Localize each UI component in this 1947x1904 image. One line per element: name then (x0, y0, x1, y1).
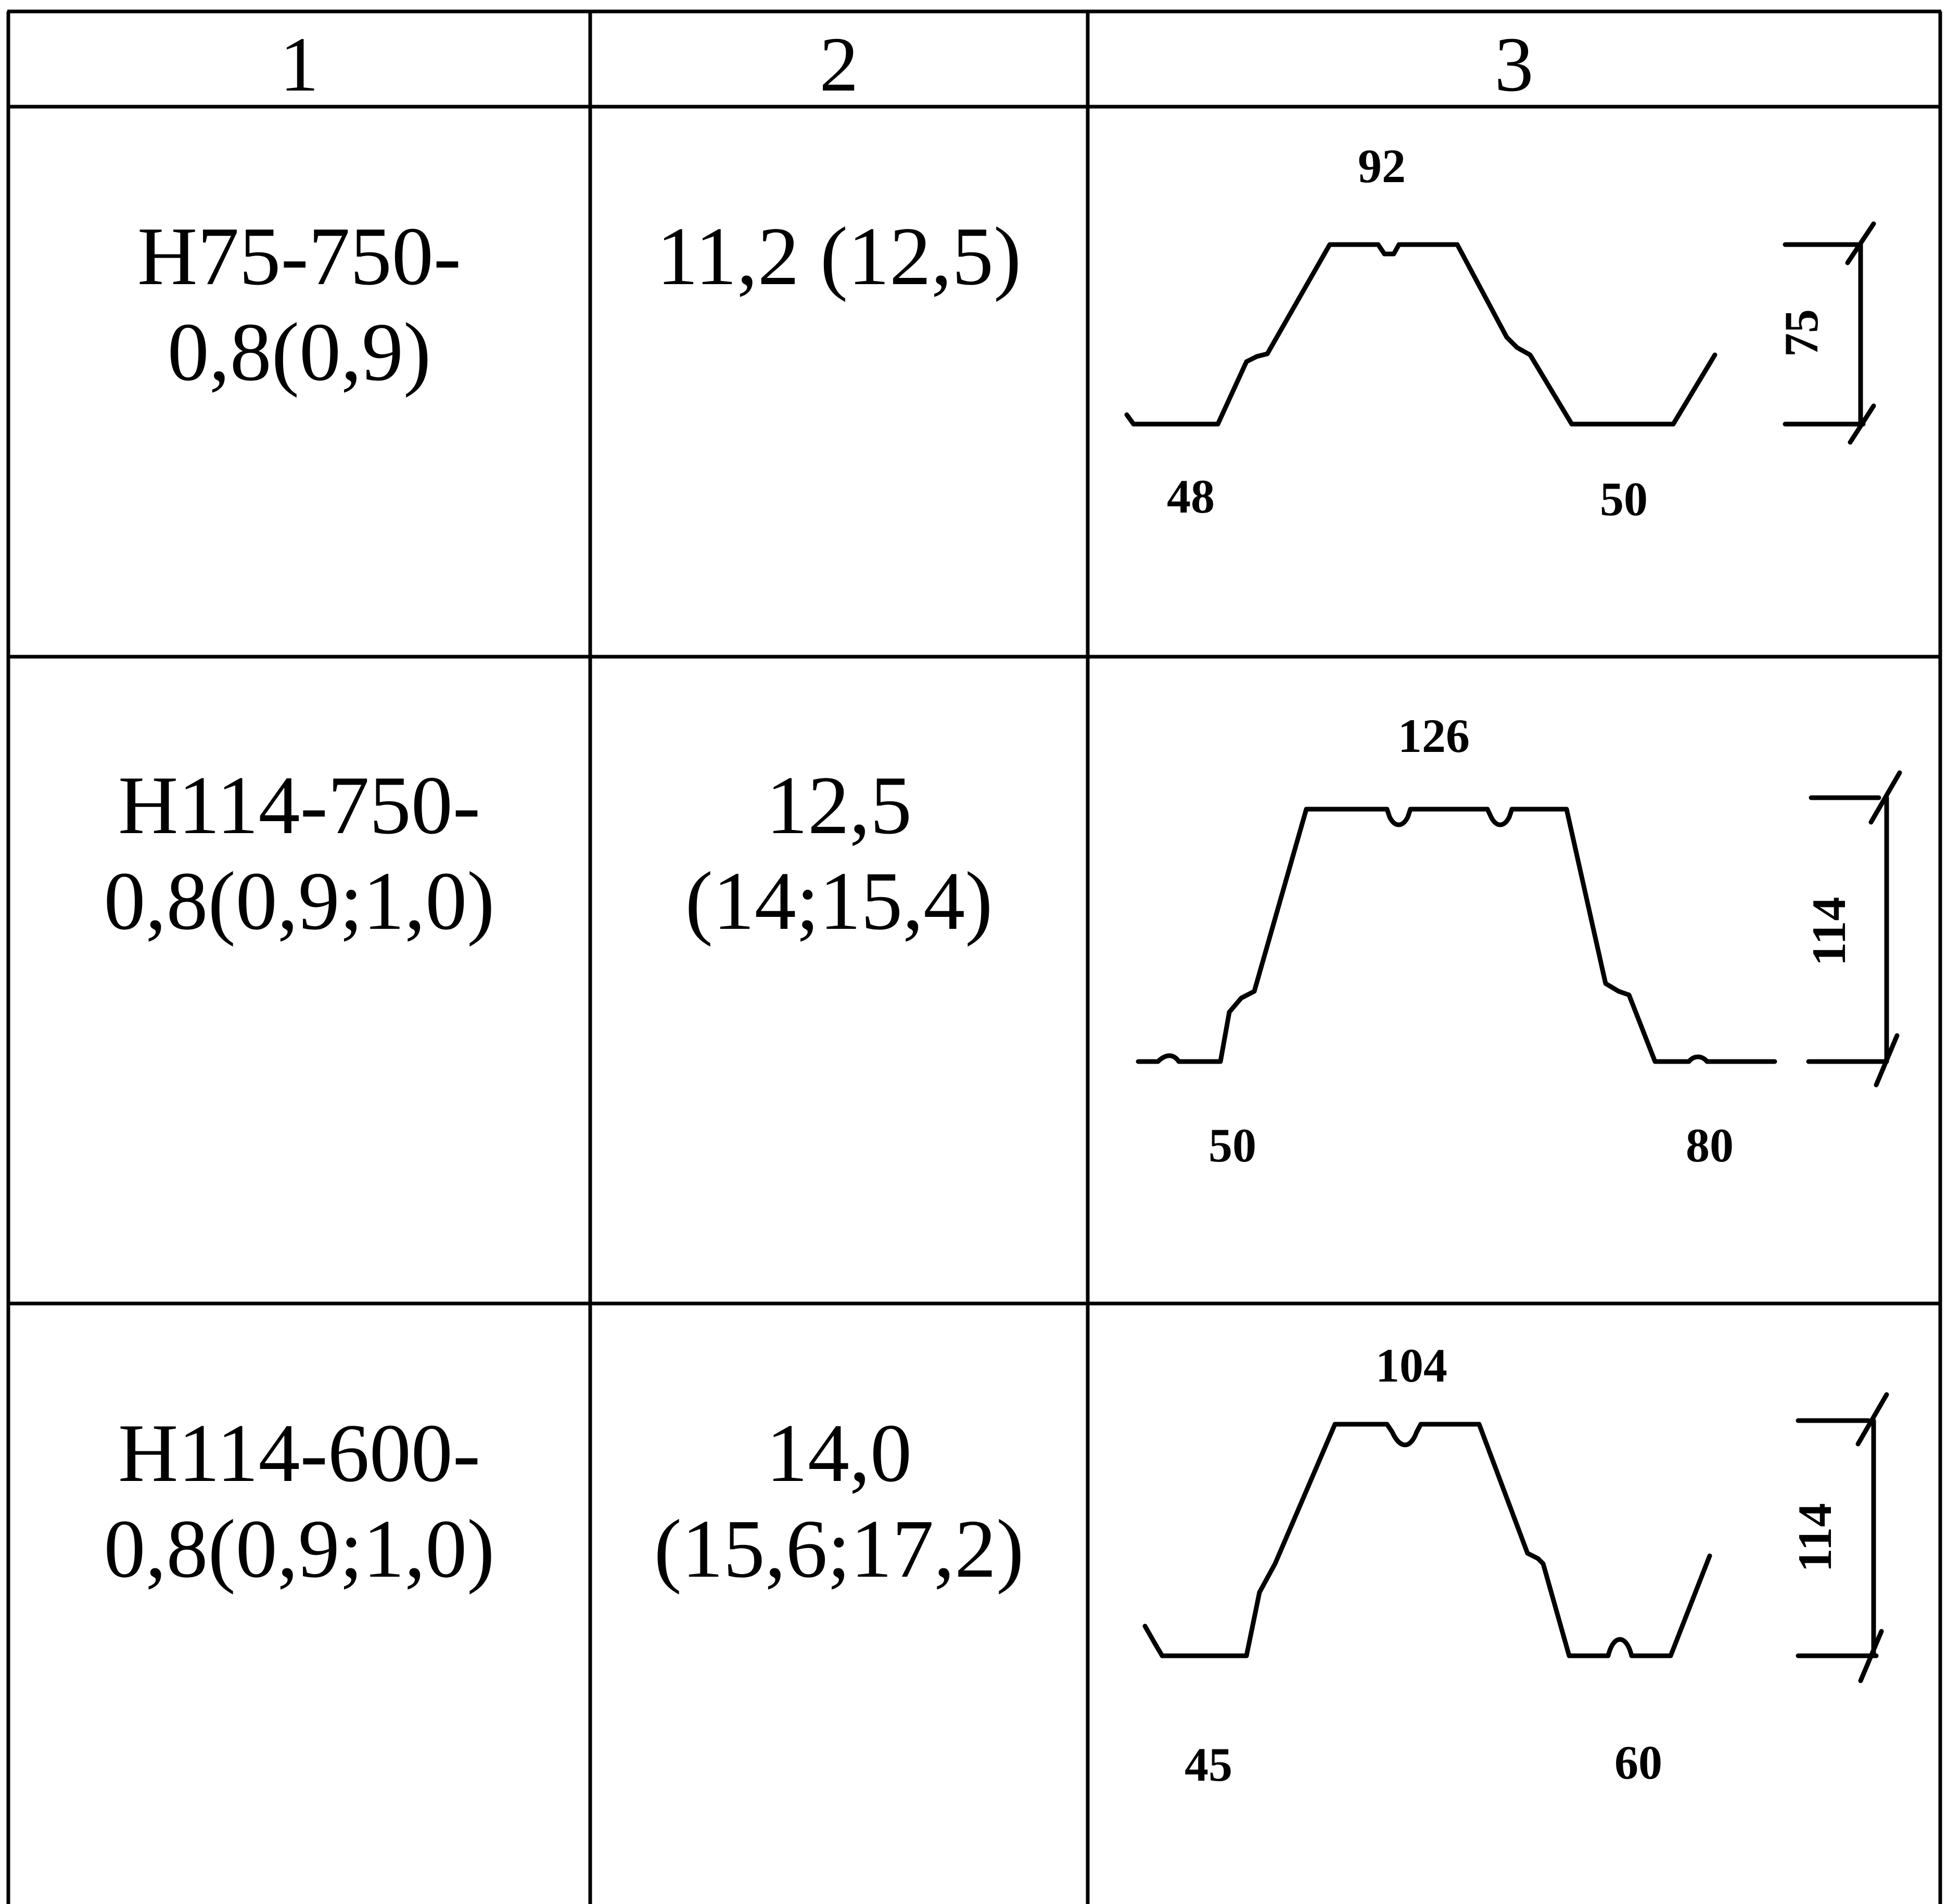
row-1-marking-line-2: 0,8(0,9) (167, 305, 431, 398)
row-3-value-line-1: 14,0 (766, 1407, 912, 1499)
row-2-value: 12,5 (14;15,4) (590, 757, 1088, 949)
row-3-marking-line-2: 0,8(0,9;1,0) (104, 1502, 495, 1595)
header-col-3: 3 (1494, 21, 1534, 108)
row-2-value-line-1: 12,5 (766, 759, 912, 851)
header-col-2: 2 (819, 21, 859, 108)
row-3-left-width-label: 45 (1185, 1738, 1232, 1791)
row-1-value-line-1: 11,2 (12,5) (656, 210, 1022, 302)
row-2-right-width-label: 80 (1686, 1119, 1734, 1172)
profile-h114-600-drawing (1142, 1392, 1889, 1683)
row-1-height-label: 75 (1775, 309, 1828, 357)
header-col-1: 1 (279, 21, 319, 108)
row-1-marking-line-1: Н75-750- (137, 210, 462, 302)
row-3-height-label: 114 (1788, 1503, 1841, 1573)
row-2-left-width-label: 50 (1208, 1119, 1256, 1172)
row-1-right-width-label: 50 (1600, 472, 1648, 526)
row-2-marking-line-2: 0,8(0,9;1,0) (104, 854, 495, 947)
row-2-value-line-2: (14;15,4) (685, 854, 993, 947)
row-2-top-width-label: 126 (1398, 709, 1470, 762)
row-3-value-line-2: (15,6;17,2) (654, 1502, 1024, 1595)
row-1-left-width-label: 48 (1167, 470, 1215, 523)
row-3-top-width-label: 104 (1376, 1339, 1447, 1392)
row-1-value: 11,2 (12,5) (590, 208, 1088, 304)
row-2-marking: Н114-750- 0,8(0,9;1,0) (8, 757, 590, 949)
row-1-marking: Н75-750- 0,8(0,9) (8, 208, 590, 400)
row-3-marking: Н114-600- 0,8(0,9;1,0) (8, 1405, 590, 1596)
row-3-marking-line-1: Н114-600- (118, 1407, 481, 1499)
row-2-marking-line-1: Н114-750- (118, 759, 481, 851)
row-3-value: 14,0 (15,6;17,2) (590, 1405, 1088, 1596)
row-3-right-width-label: 60 (1614, 1736, 1662, 1789)
row-2-height-label: 114 (1802, 897, 1855, 966)
row-1-top-width-label: 92 (1358, 139, 1406, 193)
profile-h75-750-drawing (1124, 221, 1876, 445)
profile-h114-750-drawing (1136, 770, 1902, 1088)
